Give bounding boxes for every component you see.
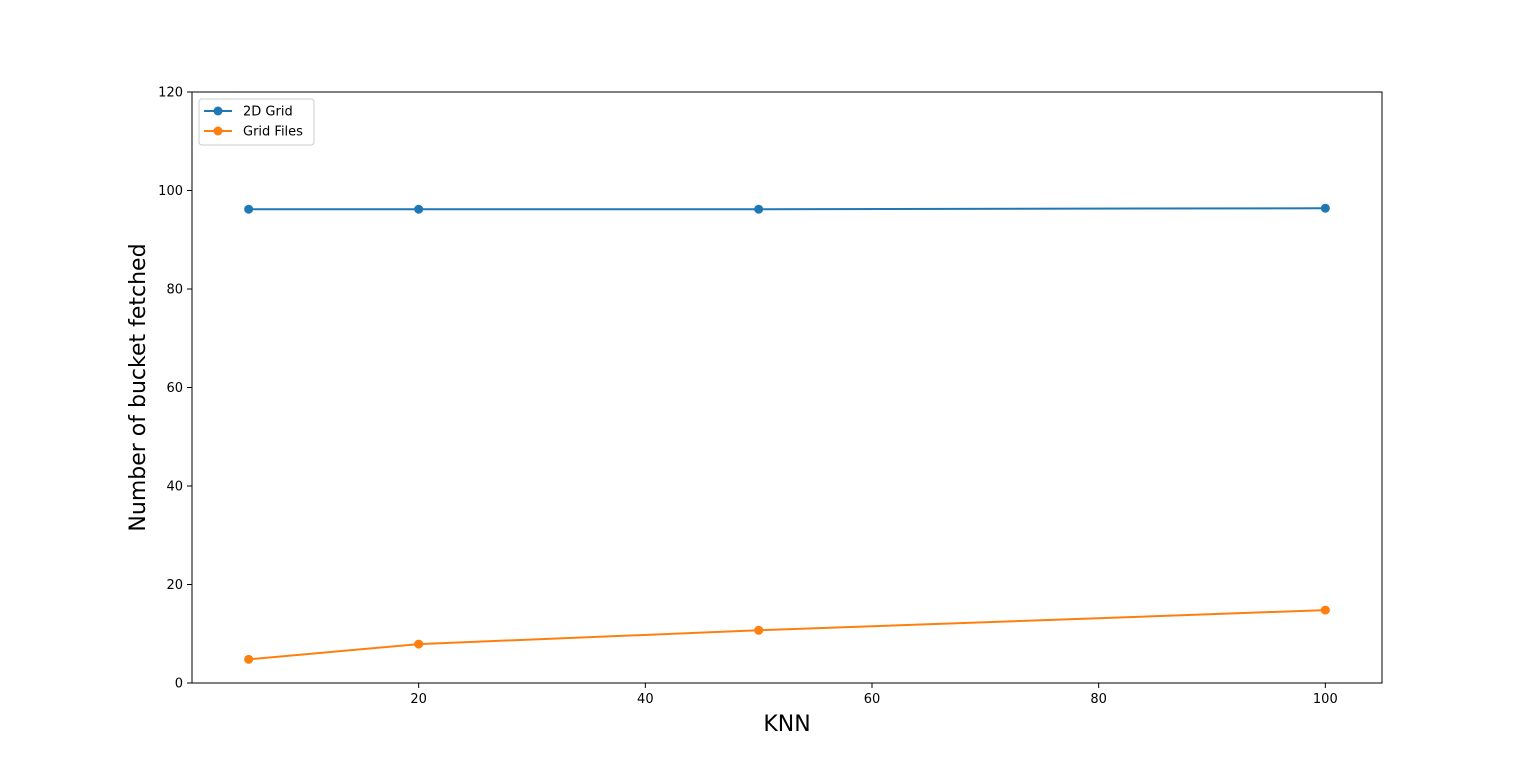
x-tick-label: 100 [1313, 692, 1338, 707]
series-lines [244, 203, 1330, 664]
y-tick-label: 40 [166, 480, 183, 495]
y-axis-title: Number of bucket fetched [126, 243, 151, 531]
data-point-2d-grid [414, 204, 424, 214]
data-point-grid-files [414, 639, 424, 649]
data-point-grid-files [754, 625, 764, 635]
plot-area-frame [191, 91, 1383, 684]
y-tick-label: 120 [158, 86, 183, 101]
legend-marker-grid-files [213, 126, 223, 136]
legend-label-2d-grid: 2D Grid [243, 105, 293, 120]
x-axis-title: KNN [763, 712, 810, 737]
x-tick-label: 40 [637, 692, 654, 707]
data-point-grid-files [244, 654, 254, 664]
legend-label-grid-files: Grid Files [243, 125, 303, 140]
y-tick-label: 100 [158, 184, 183, 199]
series-line-2d-grid [248, 207, 1326, 211]
data-point-grid-files [1320, 605, 1330, 615]
legend: 2D Grid Grid Files [198, 98, 315, 146]
x-tick-label: 60 [864, 692, 881, 707]
axis-ticks: 20 40 60 80 100 0 20 40 60 80 100 120 [158, 86, 1338, 708]
x-tick-label: 80 [1090, 692, 1107, 707]
series-line-grid-files [248, 609, 1326, 661]
data-point-2d-grid [244, 204, 254, 214]
y-tick-label: 80 [166, 283, 183, 298]
data-point-2d-grid [1320, 203, 1330, 213]
x-tick-label: 20 [410, 692, 427, 707]
y-tick-label: 0 [175, 677, 183, 692]
legend-marker-2d-grid [213, 106, 223, 116]
y-tick-label: 20 [166, 578, 183, 593]
y-tick-label: 60 [166, 381, 183, 396]
data-point-2d-grid [754, 204, 764, 214]
